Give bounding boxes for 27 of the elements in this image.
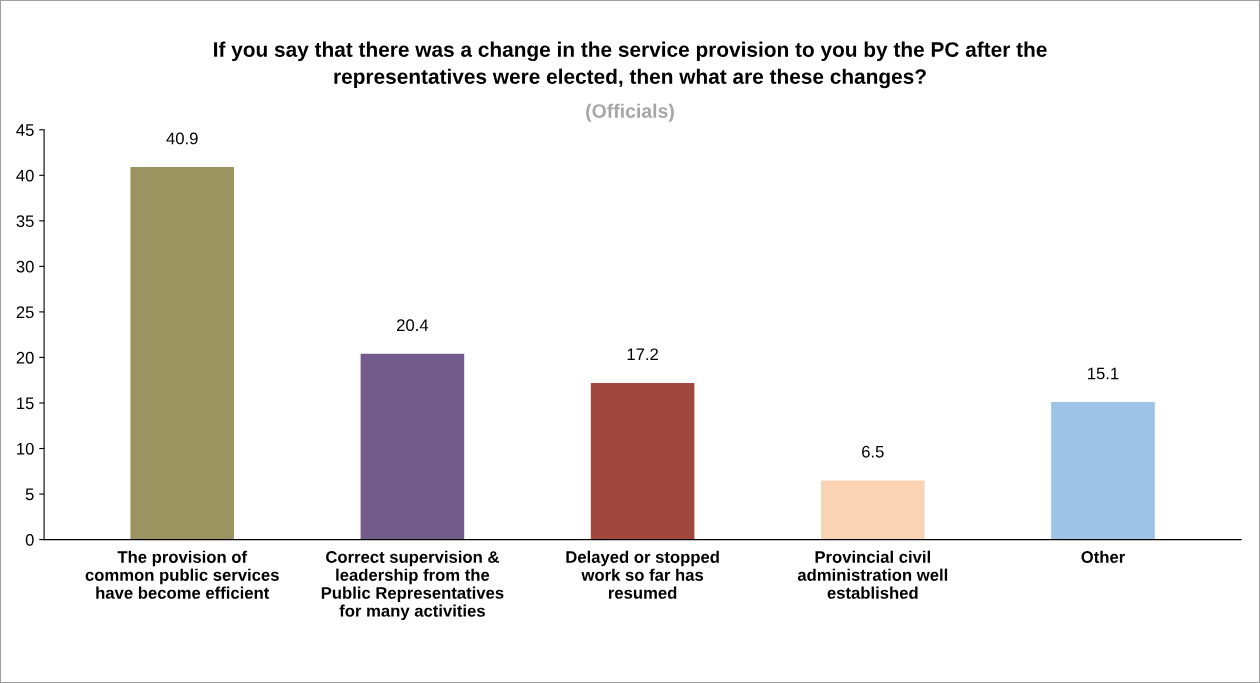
y-tick-label: 25 xyxy=(16,306,34,319)
y-tick-label: 40 xyxy=(16,169,34,182)
data-label: 17.2 xyxy=(627,348,658,361)
chart-subtitle: (Officials) xyxy=(586,103,674,122)
y-tick-label: 20 xyxy=(16,351,34,364)
y-tick-label: 5 xyxy=(25,488,34,501)
bar xyxy=(130,167,235,540)
y-tick-label: 10 xyxy=(17,442,34,455)
y-tick-label: 0 xyxy=(25,533,34,546)
y-tick-label: 30 xyxy=(16,260,34,273)
x-tick-label: Provincial civil administration well established xyxy=(797,550,948,599)
bar xyxy=(821,480,925,540)
bar xyxy=(1051,402,1155,540)
x-tick-label: Correct supervision & leadership from the Public Representatives for many activities xyxy=(321,550,504,621)
chart-title: If you say that there was a change in the service provision to you by the PC after the representatives were elected, then what are these changes? xyxy=(214,41,1047,89)
bar xyxy=(590,382,695,540)
x-tick-label: The provision of common public services have become efficient xyxy=(85,550,279,599)
y-tick-label: 35 xyxy=(16,215,34,228)
y-tick-label: 15 xyxy=(17,397,34,410)
bar xyxy=(360,353,465,540)
data-label: 20.4 xyxy=(397,319,429,332)
x-tick-label: Other xyxy=(1081,550,1125,563)
y-tick-label: 45 xyxy=(16,124,34,136)
data-label: 15.1 xyxy=(1088,367,1119,380)
data-label: 6.5 xyxy=(862,445,884,458)
x-tick-label: Delayed or stopped work so far has resumed xyxy=(566,550,719,599)
data-label: 40.9 xyxy=(166,132,198,145)
